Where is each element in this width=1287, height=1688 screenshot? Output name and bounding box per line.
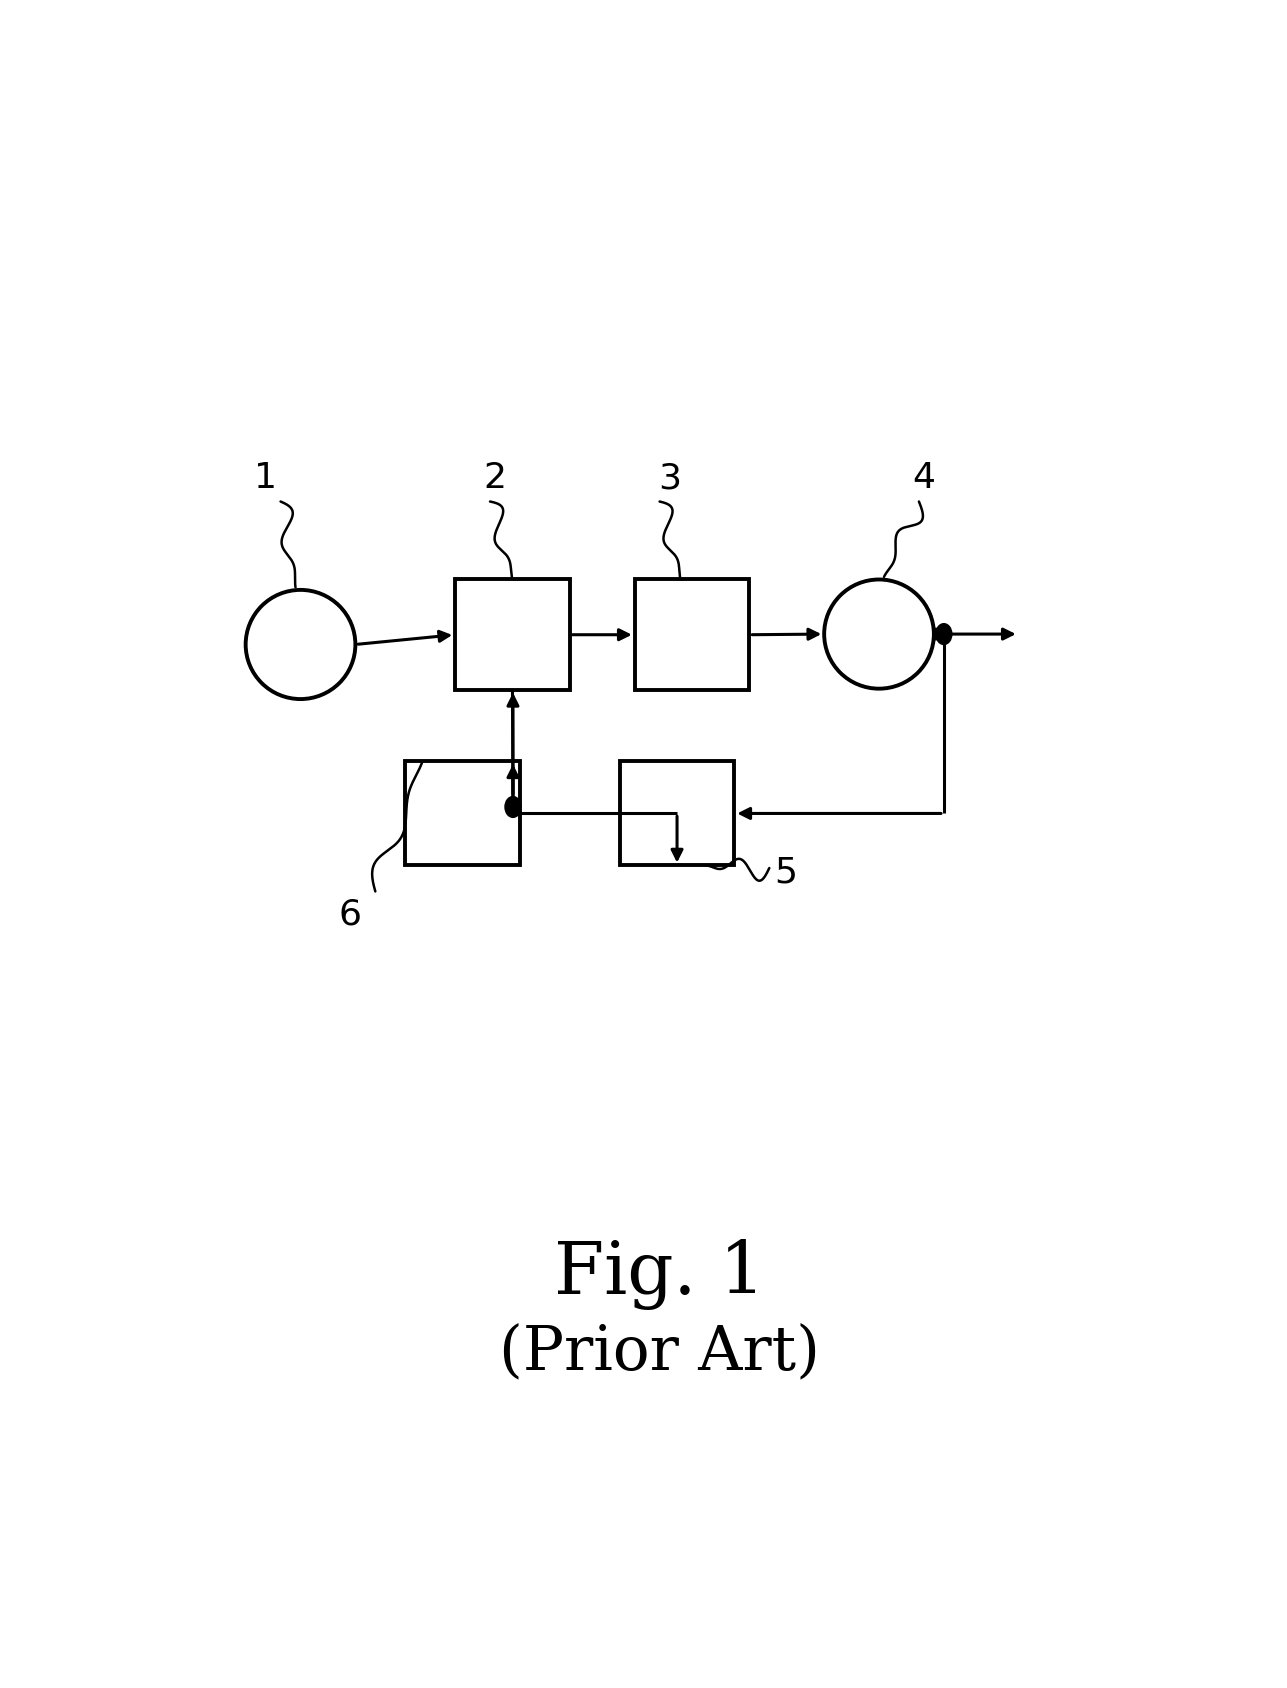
Circle shape — [505, 797, 521, 817]
Text: 2: 2 — [484, 461, 507, 495]
Text: (Prior Art): (Prior Art) — [499, 1323, 820, 1382]
Bar — [634, 579, 749, 690]
Text: 5: 5 — [775, 856, 797, 890]
Bar — [619, 761, 735, 866]
Text: 3: 3 — [658, 461, 681, 495]
Text: 6: 6 — [338, 898, 362, 932]
Text: 1: 1 — [254, 461, 277, 495]
Text: Fig. 1: Fig. 1 — [553, 1239, 766, 1310]
Bar — [405, 761, 520, 866]
Circle shape — [936, 623, 952, 645]
Bar — [456, 579, 570, 690]
Text: 4: 4 — [912, 461, 936, 495]
